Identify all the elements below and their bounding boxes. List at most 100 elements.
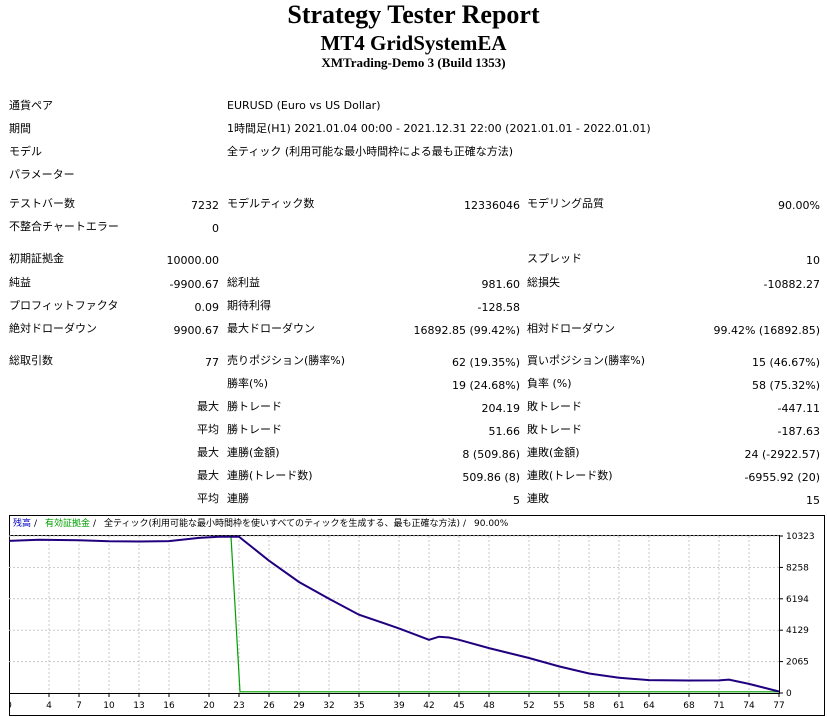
long-value: 15 (46.67%) — [751, 356, 820, 369]
abs-dd-value: 9900.67 — [173, 324, 220, 337]
x-tick-label: 42 — [423, 701, 434, 711]
server-build: XMTrading-Demo 3 (Build 1353) — [321, 55, 506, 70]
legend-entry: 90.00% — [474, 519, 509, 529]
x-tick-label: 4 — [46, 701, 52, 711]
net-value: -9900.67 — [169, 278, 219, 291]
win-pct-label: 勝率(%) — [227, 377, 269, 390]
y-tick-label: 10323 — [786, 532, 815, 542]
x-tick-label: 58 — [583, 701, 595, 711]
max-cons-win-label: 連勝(金額) — [227, 446, 280, 459]
legend-entry: 残高 — [13, 517, 31, 529]
x-tick-label: 39 — [393, 701, 405, 711]
long-label: 買いポジション(勝率%) — [527, 354, 646, 367]
avg-cons-win-label: 連勝 — [227, 492, 249, 505]
avg-cons-loss-value: 15 — [806, 494, 820, 507]
expected-label: 期待利得 — [227, 299, 271, 312]
net-label: 純益 — [9, 276, 31, 289]
loss-pct-value: 58 (75.32%) — [751, 379, 820, 392]
balance-chart: 残高 / 有効証拠金 / 全ティック(利用可能な最小時間枠を使いすべてのティックを生成す… — [9, 515, 825, 716]
gross-loss-value: -10882.27 — [763, 278, 820, 291]
ea-name: MT4 GridSystemEA — [320, 31, 507, 55]
max-dd-label: 最大ドローダウン — [227, 322, 315, 335]
gross-loss-label: 総損失 — [527, 276, 560, 289]
quality-value: 90.00% — [778, 199, 820, 212]
spread-value: 10 — [806, 254, 820, 267]
total-trades-value: 77 — [205, 356, 219, 369]
x-tick-label: 29 — [293, 701, 305, 711]
x-tick-label: 52 — [523, 701, 534, 711]
x-tick-label: 7 — [76, 701, 82, 711]
period-value: 1時間足(H1) 2021.01.04 00:00 - 2021.12.31 2… — [227, 122, 651, 135]
x-tick-label: 48 — [483, 701, 495, 711]
max-cons-profit-label: 連勝(トレード数) — [227, 469, 313, 482]
x-tick-label: 45 — [453, 701, 464, 711]
x-tick-label: 20 — [203, 701, 215, 711]
x-tick-label: 0 — [9, 701, 12, 711]
max-cons-loss-value: 24 (-2922.57) — [744, 448, 820, 461]
largest-loss-value: -447.11 — [777, 402, 820, 415]
gross-profit-label: 総利益 — [227, 276, 260, 289]
x-tick-label: 16 — [163, 701, 175, 711]
x-tick-label: 55 — [553, 701, 564, 711]
mismatch-value: 0 — [212, 222, 219, 235]
symbol-label: 通貨ペア — [9, 99, 53, 112]
y-tick-label: 2065 — [786, 658, 809, 668]
deposit-label: 初期証拠金 — [9, 252, 64, 265]
largest-win-label: 勝トレード — [227, 400, 282, 413]
abs-dd-label: 絶対ドローダウン — [9, 322, 97, 335]
max-cons-lossamt-label: 連敗(トレード数) — [527, 469, 613, 482]
x-tick-label: 61 — [613, 701, 624, 711]
model-label: モデル — [9, 145, 42, 158]
rel-dd-label: 相対ドローダウン — [527, 322, 615, 335]
avg-win-value: 51.66 — [488, 425, 521, 438]
symbol-value: EURUSD (Euro vs US Dollar) — [227, 99, 381, 112]
x-tick-label: 26 — [263, 701, 275, 711]
expected-value: -128.58 — [477, 301, 520, 314]
max-cons-win-value: 8 (509.86) — [462, 448, 520, 461]
bars-label: テストバー数 — [9, 197, 75, 210]
quality-label: モデリング品質 — [527, 197, 604, 210]
gross-profit-value: 981.60 — [481, 278, 521, 291]
max-dd-value: 16892.85 (99.42%) — [413, 324, 520, 337]
pf-value: 0.09 — [194, 301, 220, 314]
x-tick-label: 68 — [683, 701, 695, 711]
total-trades-label: 総取引数 — [9, 354, 53, 367]
period-label: 期間 — [9, 122, 31, 135]
largest-win-value: 204.19 — [481, 402, 521, 415]
spread-label: スプレッド — [527, 252, 582, 265]
rel-dd-value: 99.42% (16892.85) — [713, 324, 820, 337]
max-cons-profit-value: 509.86 (8) — [462, 471, 520, 484]
loss-pct-label: 負率 (%) — [527, 377, 572, 390]
avg-loss-label: 敗トレード — [527, 423, 582, 436]
pf-label: プロフィットファクタ — [9, 299, 119, 312]
model-value: 全ティック (利用可能な最小時間枠による最も正確な方法) — [227, 145, 514, 158]
max-label-1: 最大 — [197, 400, 219, 413]
ticks-label: モデルティック数 — [227, 197, 315, 210]
y-tick-label: 6194 — [786, 595, 809, 605]
x-tick-label: 77 — [773, 701, 784, 711]
avg-cons-win-value: 5 — [513, 494, 520, 507]
chart-frame — [9, 515, 825, 716]
avg-label-1: 平均 — [197, 423, 219, 436]
short-value: 62 (19.35%) — [451, 356, 520, 369]
y-tick-label: 8258 — [786, 563, 809, 573]
parameters-label: パラメーター — [9, 168, 75, 181]
short-label: 売りポジション(勝率%) — [227, 354, 346, 367]
deposit-value: 10000.00 — [166, 254, 220, 267]
x-tick-label: 74 — [743, 701, 755, 711]
legend-entry: 有効証拠金 — [45, 517, 90, 529]
avg-win-label: 勝トレード — [227, 423, 282, 436]
y-tick-label: 0 — [786, 689, 792, 699]
report-title: Strategy Tester Report — [287, 0, 540, 29]
x-tick-label: 23 — [233, 701, 244, 711]
x-tick-label: 35 — [353, 701, 364, 711]
ticks-value: 12336046 — [464, 199, 520, 212]
x-tick-label: 71 — [713, 701, 724, 711]
mismatch-label: 不整合チャートエラー — [9, 220, 119, 233]
x-tick-label: 32 — [323, 701, 334, 711]
max-label-3: 最大 — [197, 469, 219, 482]
x-tick-label: 10 — [103, 701, 115, 711]
bars-value: 7232 — [191, 199, 219, 212]
max-cons-loss-label: 連敗(金額) — [527, 446, 580, 459]
x-tick-label: 13 — [133, 701, 144, 711]
